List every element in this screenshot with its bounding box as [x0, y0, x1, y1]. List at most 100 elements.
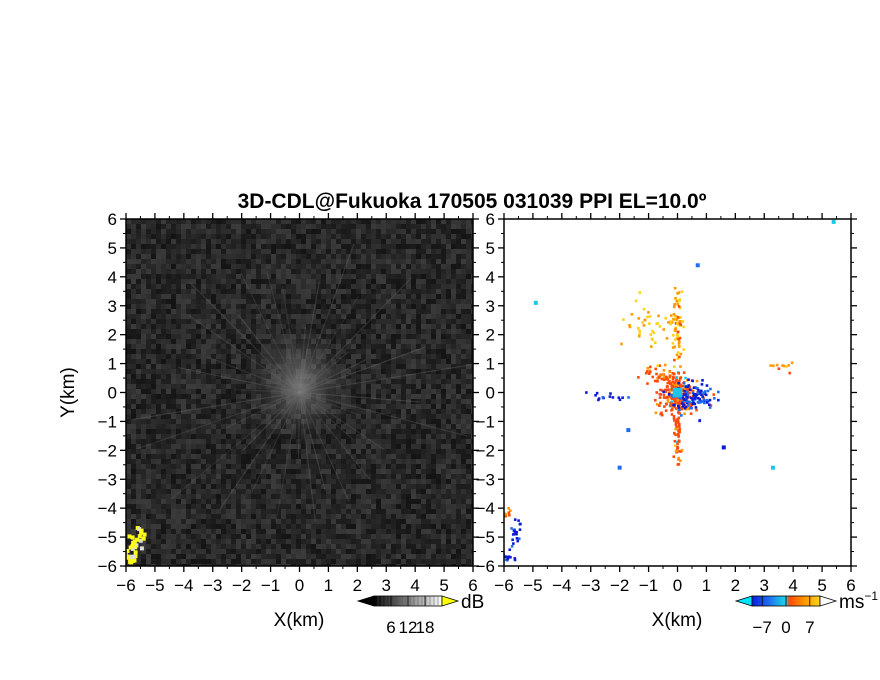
- reflectivity-cell: [361, 554, 366, 559]
- reflectivity-cell: [446, 274, 451, 279]
- reflectivity-cell: [196, 519, 201, 524]
- reflectivity-cell: [406, 309, 411, 314]
- reflectivity-cell: [251, 309, 256, 314]
- reflectivity-cell: [146, 544, 151, 549]
- reflectivity-cell: [381, 354, 386, 359]
- reflectivity-cell: [261, 444, 266, 449]
- reflectivity-cell: [361, 434, 366, 439]
- reflectivity-cell: [151, 374, 156, 379]
- reflectivity-cell: [276, 279, 281, 284]
- reflectivity-cell: [301, 534, 306, 539]
- reflectivity-cell: [416, 514, 421, 519]
- reflectivity-cell: [451, 489, 456, 494]
- reflectivity-cell: [181, 289, 186, 294]
- reflectivity-cell: [431, 484, 436, 489]
- reflectivity-cell: [171, 304, 176, 309]
- reflectivity-cell: [281, 534, 286, 539]
- reflectivity-cell: [351, 564, 356, 566]
- reflectivity-cell: [271, 324, 276, 329]
- reflectivity-cell: [406, 234, 411, 239]
- reflectivity-cell: [431, 349, 436, 354]
- reflectivity-cell: [201, 379, 206, 384]
- reflectivity-cell: [126, 489, 131, 494]
- reflectivity-cell: [436, 224, 441, 229]
- reflectivity-cell: [426, 364, 431, 369]
- reflectivity-cell: [331, 314, 336, 319]
- reflectivity-cell: [161, 269, 166, 274]
- reflectivity-cell: [126, 344, 131, 349]
- reflectivity-cell: [206, 494, 211, 499]
- reflectivity-feature-cell: [139, 530, 144, 535]
- reflectivity-cell: [151, 519, 156, 524]
- reflectivity-cell: [211, 564, 216, 566]
- reflectivity-cell: [446, 564, 451, 566]
- reflectivity-cell: [261, 314, 266, 319]
- reflectivity-cell: [311, 224, 316, 229]
- reflectivity-cell: [366, 259, 371, 264]
- reflectivity-cell: [466, 319, 471, 324]
- reflectivity-cell: [446, 269, 451, 274]
- reflectivity-cell: [191, 284, 196, 289]
- reflectivity-cell: [301, 274, 306, 279]
- reflectivity-cell: [236, 289, 241, 294]
- reflectivity-cell: [261, 494, 266, 499]
- reflectivity-cell: [241, 514, 246, 519]
- reflectivity-cell: [356, 334, 361, 339]
- reflectivity-cell: [186, 304, 191, 309]
- reflectivity-cell: [351, 389, 356, 394]
- reflectivity-cell: [356, 289, 361, 294]
- reflectivity-cell: [456, 334, 461, 339]
- reflectivity-cell: [406, 544, 411, 549]
- reflectivity-cell: [456, 464, 461, 469]
- reflectivity-cell: [466, 564, 471, 566]
- reflectivity-cell: [211, 289, 216, 294]
- reflectivity-cell: [286, 219, 291, 224]
- reflectivity-cell: [196, 394, 201, 399]
- reflectivity-cell: [201, 529, 206, 534]
- reflectivity-cell: [146, 419, 151, 424]
- reflectivity-cell: [456, 234, 461, 239]
- reflectivity-cell: [146, 259, 151, 264]
- reflectivity-cell: [146, 249, 151, 254]
- reflectivity-cell: [221, 274, 226, 279]
- reflectivity-cell: [371, 369, 376, 374]
- reflectivity-cell: [331, 249, 336, 254]
- reflectivity-cell: [146, 294, 151, 299]
- reflectivity-cell: [286, 284, 291, 289]
- reflectivity-cell: [311, 229, 316, 234]
- reflectivity-cell: [466, 389, 471, 394]
- reflectivity-cell: [291, 444, 296, 449]
- reflectivity-cell: [391, 259, 396, 264]
- reflectivity-cell: [446, 514, 451, 519]
- reflectivity-cell: [186, 279, 191, 284]
- reflectivity-cell: [391, 504, 396, 509]
- reflectivity-cell: [246, 314, 251, 319]
- reflectivity-cell: [176, 479, 181, 484]
- reflectivity-cell: [356, 359, 361, 364]
- reflectivity-cell: [231, 559, 236, 564]
- reflectivity-cell: [161, 504, 166, 509]
- reflectivity-cell: [346, 254, 351, 259]
- reflectivity-cell: [241, 409, 246, 414]
- reflectivity-cell: [411, 294, 416, 299]
- reflectivity-cell: [261, 544, 266, 549]
- reflectivity-cell: [191, 529, 196, 534]
- reflectivity-cell: [206, 514, 211, 519]
- reflectivity-cell: [171, 484, 176, 489]
- reflectivity-cell: [321, 549, 326, 554]
- reflectivity-cell: [271, 444, 276, 449]
- reflectivity-cell: [251, 304, 256, 309]
- reflectivity-cell: [416, 369, 421, 374]
- reflectivity-cell: [436, 424, 441, 429]
- reflectivity-cell: [176, 379, 181, 384]
- reflectivity-cell: [326, 294, 331, 299]
- reflectivity-cell: [381, 299, 386, 304]
- reflectivity-cell: [281, 514, 286, 519]
- reflectivity-cell: [316, 289, 321, 294]
- reflectivity-cell: [166, 264, 171, 269]
- reflectivity-cell: [176, 554, 181, 559]
- reflectivity-cell: [226, 434, 231, 439]
- reflectivity-cell: [226, 444, 231, 449]
- reflectivity-cell: [136, 479, 141, 484]
- reflectivity-cell: [191, 304, 196, 309]
